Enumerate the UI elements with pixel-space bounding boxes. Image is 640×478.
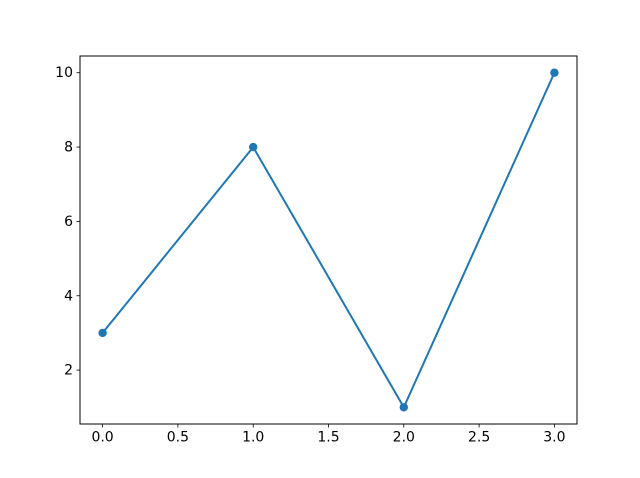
axes-spines bbox=[79, 55, 578, 425]
x-tick-label: 0.5 bbox=[167, 430, 189, 446]
y-tick-label: 4 bbox=[64, 288, 73, 304]
x-tick-label: 2.5 bbox=[468, 430, 490, 446]
x-tick-label: 1.5 bbox=[317, 430, 339, 446]
y-tick-label: 2 bbox=[64, 363, 73, 379]
x-tick-label: 3.0 bbox=[543, 430, 565, 446]
data-point bbox=[550, 68, 559, 77]
data-point bbox=[399, 403, 409, 412]
x-tick-label: 0.0 bbox=[91, 430, 113, 446]
x-tick-label: 1.0 bbox=[242, 430, 264, 446]
data-point bbox=[98, 328, 107, 338]
data-point bbox=[248, 142, 258, 152]
y-tick-label: 8 bbox=[64, 140, 73, 156]
y-tick-label: 10 bbox=[55, 65, 73, 81]
x-tick-label: 2.0 bbox=[393, 430, 415, 446]
plot-area bbox=[80, 56, 577, 424]
y-tick-label: 6 bbox=[64, 214, 73, 230]
data-line bbox=[101, 71, 556, 409]
